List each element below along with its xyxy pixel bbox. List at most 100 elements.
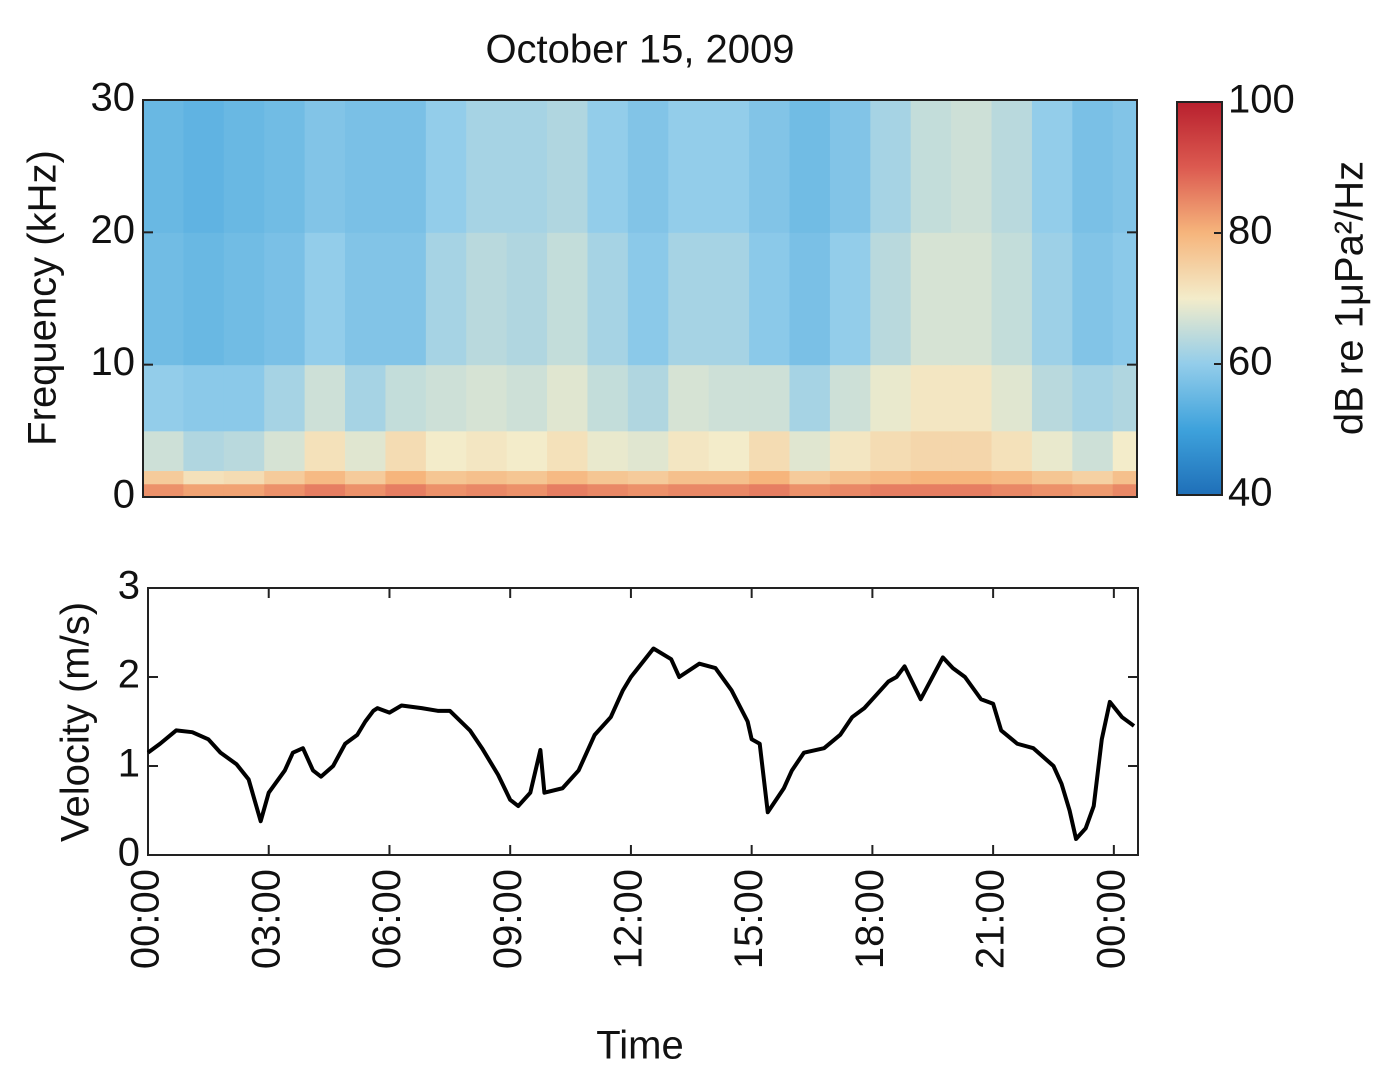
heatmap-cell xyxy=(264,232,306,366)
heatmap-cell xyxy=(1112,232,1138,366)
heatmap-cell xyxy=(870,232,912,366)
colorbar-tick-label: 60 xyxy=(1228,340,1273,384)
heatmap-cell xyxy=(587,483,629,498)
heatmap-cell xyxy=(829,364,871,432)
y-axis-label: Velocity (m/s) xyxy=(54,602,98,842)
heatmap-cell xyxy=(910,483,952,498)
heatmap-cell xyxy=(183,430,225,472)
x-tick-label: 09:00 xyxy=(486,869,530,969)
heatmap-cell xyxy=(668,483,710,498)
heatmap-cell xyxy=(870,100,912,233)
heatmap-cell xyxy=(587,100,629,233)
y-tick-label: 30 xyxy=(91,76,136,120)
heatmap-cell xyxy=(1072,430,1114,472)
heatmap-cell xyxy=(425,364,467,432)
heatmap-cell xyxy=(425,232,467,366)
heatmap-cell xyxy=(143,470,184,485)
heatmap-cell xyxy=(749,430,791,472)
heatmap-cell xyxy=(627,232,669,366)
y-tick-label: 0 xyxy=(113,473,135,517)
heatmap-cell xyxy=(991,232,1033,366)
heatmap-cell xyxy=(506,232,548,366)
heatmap-cell xyxy=(951,430,993,472)
heatmap-cell xyxy=(345,430,386,472)
heatmap-cell xyxy=(627,364,669,432)
heatmap-cell xyxy=(385,232,427,366)
heatmap-cell xyxy=(668,430,710,472)
y-tick-label: 20 xyxy=(91,208,136,252)
heatmap-cell xyxy=(668,100,710,233)
heatmap-cell xyxy=(223,232,265,366)
heatmap-cell xyxy=(627,470,669,485)
heatmap-cell xyxy=(749,364,791,432)
heatmap-cell xyxy=(708,100,750,233)
heatmap-cell xyxy=(1112,470,1138,485)
heatmap-cell xyxy=(870,430,912,472)
heatmap-cell xyxy=(425,430,467,472)
heatmap-cell xyxy=(991,364,1033,432)
heatmap-cell xyxy=(627,430,669,472)
heatmap-cell xyxy=(991,483,1033,498)
heatmap-cell xyxy=(425,470,467,485)
heatmap-cell xyxy=(1031,430,1073,472)
heatmap-cell xyxy=(304,100,346,233)
heatmap-cell xyxy=(547,100,588,233)
heatmap-cell xyxy=(829,430,871,472)
heatmap-cell xyxy=(870,470,912,485)
heatmap-cell xyxy=(749,100,791,233)
heatmap-cell xyxy=(1112,483,1138,498)
heatmap-cell xyxy=(1112,430,1138,472)
heatmap-cell xyxy=(1072,364,1114,432)
heatmap-cell xyxy=(991,100,1033,233)
heatmap-cell xyxy=(1112,364,1138,432)
heatmap-cell xyxy=(789,100,831,233)
heatmap-cell xyxy=(506,364,548,432)
colorbar-label: dB re 1μPa²/Hz xyxy=(1328,161,1372,435)
heatmap-cell xyxy=(708,364,750,432)
colorbar-tick-label: 100 xyxy=(1228,78,1295,122)
heatmap-cell xyxy=(304,483,346,498)
heatmap-cell xyxy=(345,483,386,498)
heatmap-cell xyxy=(143,232,184,366)
heatmap-cell xyxy=(385,470,427,485)
heatmap-cell xyxy=(547,430,588,472)
heatmap-cell xyxy=(1031,364,1073,432)
x-tick-label: 00:00 xyxy=(124,869,168,969)
heatmap-cell xyxy=(951,470,993,485)
x-tick-label: 00:00 xyxy=(1089,869,1133,969)
heatmap-cell xyxy=(547,232,588,366)
y-axis-label: Frequency (kHz) xyxy=(21,150,65,446)
heatmap-cell xyxy=(1072,470,1114,485)
heatmap-cell xyxy=(668,470,710,485)
plot-frame xyxy=(147,587,1139,856)
heatmap-cell xyxy=(304,364,346,432)
heatmap-cell xyxy=(1072,232,1114,366)
heatmap-cell xyxy=(385,100,427,233)
heatmap-cell xyxy=(304,470,346,485)
heatmap-cell xyxy=(951,483,993,498)
heatmap-cell xyxy=(183,483,225,498)
heatmap-cell xyxy=(345,232,386,366)
heatmap-cell xyxy=(1031,232,1073,366)
x-tick-label: 15:00 xyxy=(727,869,771,969)
heatmap-cell xyxy=(466,483,508,498)
heatmap-cell xyxy=(951,232,993,366)
x-tick-label: 06:00 xyxy=(365,869,409,969)
heatmap-cell xyxy=(143,430,184,472)
heatmap-cell xyxy=(829,100,871,233)
heatmap-cell xyxy=(345,100,386,233)
heatmap-cell xyxy=(264,483,306,498)
heatmap-cell xyxy=(789,430,831,472)
y-tick-label: 0 xyxy=(118,831,140,875)
heatmap-cell xyxy=(627,100,669,233)
heatmap-cell xyxy=(991,430,1033,472)
heatmap-cell xyxy=(749,470,791,485)
heatmap-cell xyxy=(466,364,508,432)
heatmap-cell xyxy=(547,364,588,432)
heatmap-cell xyxy=(789,232,831,366)
heatmap-cell xyxy=(870,483,912,498)
heatmap-cell xyxy=(910,364,952,432)
x-tick-label: 12:00 xyxy=(606,869,650,969)
heatmap-cell xyxy=(223,100,265,233)
